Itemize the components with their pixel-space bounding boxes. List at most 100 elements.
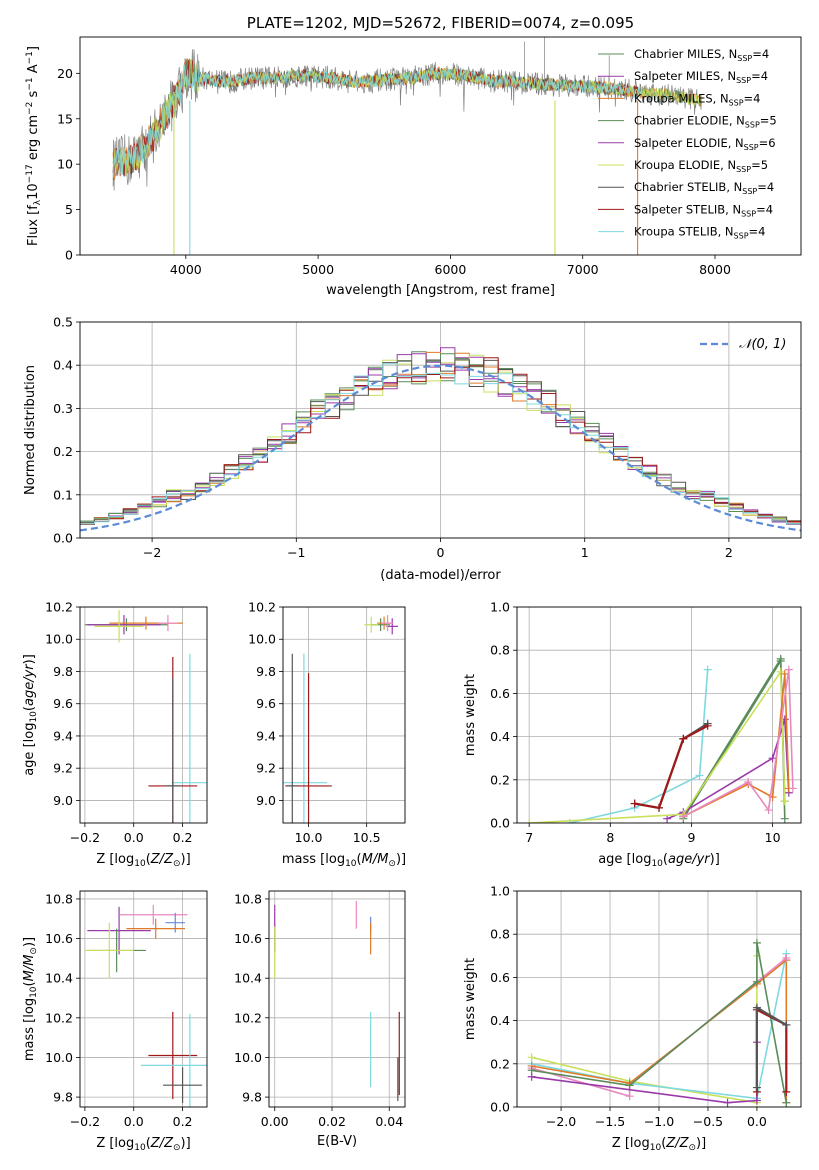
- y-tick-label: 9.6: [53, 696, 73, 711]
- y-axis-label: mass weight: [463, 674, 478, 756]
- label-part: A: [26, 64, 41, 77]
- error-bar-point: [165, 912, 186, 933]
- error-bar-point: [94, 610, 144, 643]
- axes-frame: [516, 606, 802, 824]
- mass-weight-marker: [776, 654, 785, 663]
- age-vs-Z-axes: −0.2 0.0 0.29.09.29.49.69.810.010.2Z [log1…: [22, 600, 208, 869]
- legend-name: Chabrier MILES, N: [634, 47, 737, 61]
- axes-frame: [79, 606, 208, 824]
- y-tick-label: 0.6: [490, 970, 510, 985]
- label-part: )]: [710, 852, 720, 867]
- y-tick-label: 10.6: [234, 931, 262, 946]
- error-bar-point: [148, 1011, 198, 1100]
- y-tick-label: 10.2: [45, 1010, 73, 1025]
- y-tick-label: 0.6: [490, 686, 510, 701]
- axes-frame: [79, 890, 208, 1108]
- label-part: Z/Z: [665, 1136, 689, 1151]
- mass-vs-Z-axes: −0.2 0.0 0.29.810.010.210.410.610.8Z [log1…: [22, 890, 208, 1153]
- y-tick-label: 0: [65, 248, 73, 263]
- legend-value: =6: [759, 136, 776, 150]
- x-tick-label: 0.00: [261, 1114, 289, 1129]
- x-tick-label: 4000: [170, 262, 202, 277]
- legend-entry: 𝒩(0, 1): [739, 337, 786, 352]
- label-part: 10: [29, 711, 39, 723]
- error-bar-point: [165, 677, 181, 823]
- axes-frame: [516, 890, 802, 1108]
- x-tick-label: −2.0: [546, 1114, 576, 1129]
- x-axis-label: (data-model)/error: [380, 568, 501, 583]
- label-part: λ: [33, 199, 43, 205]
- legend-value: =4: [757, 180, 774, 194]
- mass-weight-marker: [764, 806, 773, 815]
- mass-weight-marker: [782, 953, 791, 962]
- legend-entry: Kroupa STELIB, NSSP=4: [634, 225, 765, 241]
- y-tick-label: 10.4: [234, 971, 262, 986]
- legend-value: =4: [751, 69, 768, 83]
- mass-vs-ebv-axes: 0.00 0.02 0.04 9.8 10.0 10.2 10.4 10.6 10.8 E(B-V…: [234, 890, 406, 1149]
- residuals-plot-area: [80, 322, 801, 538]
- mass-weight-line: [529, 669, 786, 823]
- label-part: ⊙: [688, 1143, 696, 1153]
- model-spectrum-line: [112, 62, 643, 179]
- label-part: 10: [345, 859, 357, 869]
- error-bar-point: [84, 922, 134, 979]
- label-part: age [log: [22, 723, 37, 776]
- y-tick-label: 20: [57, 66, 73, 81]
- legend-entry: Chabrier STELIB, NSSP=4: [634, 180, 774, 196]
- legend-name: Kroupa MILES, N: [634, 91, 729, 105]
- mass-weight-line: [569, 669, 709, 823]
- y-tick-label: 10.0: [45, 632, 73, 647]
- label-part: Z/Z: [150, 1136, 174, 1151]
- y-tick-label: 1.0: [490, 600, 510, 615]
- y-tick-label: 9.2: [256, 761, 276, 776]
- y-axis-label: Flux [fλ10−17 erg cm−2 s−1 A−1]: [25, 46, 43, 246]
- mass-weight-marker: [752, 1003, 761, 1012]
- mass-weight-marker: [625, 1092, 634, 1101]
- x-tick-label: −1.0: [644, 1114, 674, 1129]
- spectrum-plot-area: [112, 37, 702, 255]
- y-tick-label: 0.0: [53, 531, 73, 546]
- y-axis-label: mass weight: [463, 958, 478, 1040]
- y-tick-label: 0.5: [53, 315, 73, 330]
- legend-name: Salpeter STELIB, N: [634, 202, 741, 216]
- mass-weight-marker: [625, 1081, 634, 1090]
- label-part: M/M: [362, 852, 389, 867]
- x-tick-label: 5000: [302, 262, 334, 277]
- y-axis-label: mass [log10(M/M⊙)]: [22, 937, 39, 1061]
- legend-entry: Chabrier MILES, NSSP=4: [634, 47, 769, 63]
- error-bar-point: [126, 918, 186, 939]
- y-tick-label: 0.2: [490, 1056, 510, 1071]
- legend-entry: Salpeter MILES, NSSP=4: [634, 69, 768, 85]
- age-vs-mass-axes: 10.0 10.5 9.0 9.2 9.4 9.6 9.8 10.0 10.2 mass [log…: [248, 600, 406, 870]
- mass-weight-marker: [655, 803, 663, 812]
- y-tick-label: 0.8: [490, 927, 510, 942]
- label-part: s: [26, 90, 41, 101]
- label-part: Z [log: [96, 852, 134, 867]
- legend-entry: Chabrier ELODIE, NSSP=5: [634, 114, 777, 130]
- mass-weight-marker: [782, 1020, 791, 1029]
- x-tick-label: 10.5: [353, 830, 381, 845]
- y-tick-label: 10.2: [234, 1010, 262, 1025]
- legend-value: =5: [760, 114, 777, 128]
- legend-value: =4: [752, 47, 769, 61]
- error-bar-point: [283, 653, 328, 823]
- age-vs-Z-plot-area: [80, 607, 207, 823]
- y-tick-label: 1.0: [490, 884, 510, 899]
- legend-value: =4: [744, 91, 761, 105]
- x-axis-label: mass [log10(M/M⊙)]: [282, 852, 406, 869]
- mass-vs-Z-plot-area: [80, 891, 207, 1107]
- x-tick-label: 0.02: [318, 1114, 346, 1129]
- x-tick-label: 0.0: [747, 1114, 767, 1129]
- y-tick-label: 10: [57, 157, 73, 172]
- y-tick-label: 9.2: [53, 761, 73, 776]
- mass-weight-marker: [782, 1098, 791, 1107]
- x-tick-label: −1: [287, 545, 305, 560]
- y-tick-label: 0.4: [490, 1013, 510, 1028]
- legend-subscript: SSP: [737, 54, 752, 63]
- y-tick-label: 9.6: [256, 696, 276, 711]
- error-bar-point: [87, 615, 161, 635]
- label-part: age [log: [598, 852, 651, 867]
- y-tick-label: 0.4: [53, 358, 73, 373]
- mass-weight-line: [682, 669, 794, 818]
